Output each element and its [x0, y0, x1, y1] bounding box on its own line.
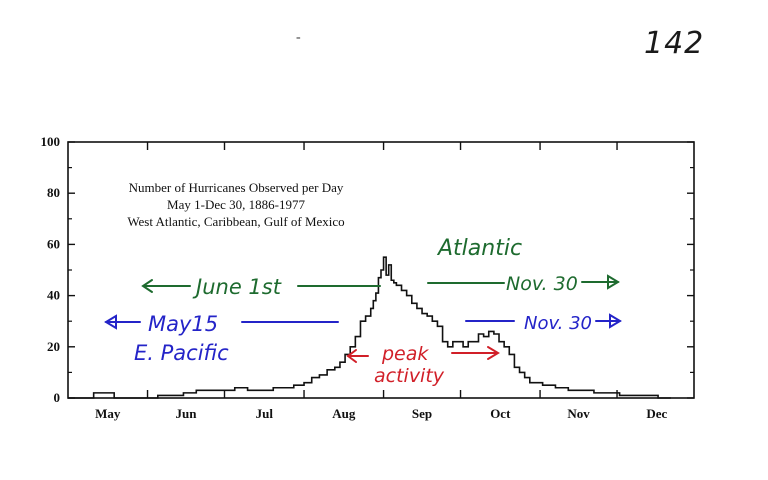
activity-label: activity	[374, 365, 445, 387]
x-month-label-aug: Aug	[332, 406, 356, 421]
x-month-label-sep: Sep	[412, 406, 432, 421]
x-month-label-oct: Oct	[490, 406, 511, 421]
atlantic-left-arrow-head	[141, 279, 153, 293]
peak-activity-annotation: peak activity	[346, 343, 500, 387]
peak-label: peak	[381, 343, 429, 365]
x-month-label-nov: Nov	[567, 406, 590, 421]
atlantic-nov30-label: Nov. 30	[506, 273, 578, 295]
x-month-label-jun: Jun	[176, 406, 198, 421]
y-tick-label-40: 40	[47, 288, 60, 303]
page-number: 142	[644, 26, 705, 61]
pacific-right-arrow-head	[609, 313, 622, 329]
e-pacific-label: E. Pacific	[134, 341, 229, 365]
pacific-nov30-label: Nov. 30	[524, 313, 592, 334]
chart-title-line-2: May 1-Dec 30, 1886-1977	[167, 197, 305, 212]
atlantic-right-arrow-head	[607, 274, 620, 290]
atlantic-label: Atlantic	[436, 236, 522, 261]
x-month-label-jul: Jul	[256, 406, 274, 421]
x-month-label-may: May	[95, 406, 121, 421]
pacific-left-arrow-head	[104, 314, 117, 330]
y-tick-label-0: 0	[54, 390, 61, 405]
pacific-annotation: May15 Nov. 30 E. Pacific	[104, 312, 622, 365]
atlantic-annotation: Atlantic June 1st Nov. 30	[141, 236, 620, 299]
y-tick-label-100: 100	[41, 134, 61, 149]
chart-title-line-1: Number of Hurricanes Observed per Day	[129, 180, 344, 195]
y-tick-label-20: 20	[47, 339, 60, 354]
x-axis-ticks: May Jun Jul Aug Sep Oct Nov Dec	[95, 142, 667, 421]
may15-label: May15	[148, 312, 218, 336]
y-tick-label-60: 60	[47, 236, 60, 251]
y-tick-label-80: 80	[47, 185, 60, 200]
peak-right-arrow-head	[487, 346, 500, 360]
june-1st-label: June 1st	[192, 275, 282, 299]
dash-mark: -	[296, 30, 301, 45]
hurricanes-per-day-line	[68, 256, 671, 399]
chart-title-line-3: West Atlantic, Caribbean, Gulf of Mexico	[127, 214, 344, 229]
x-month-label-dec: Dec	[646, 406, 667, 421]
